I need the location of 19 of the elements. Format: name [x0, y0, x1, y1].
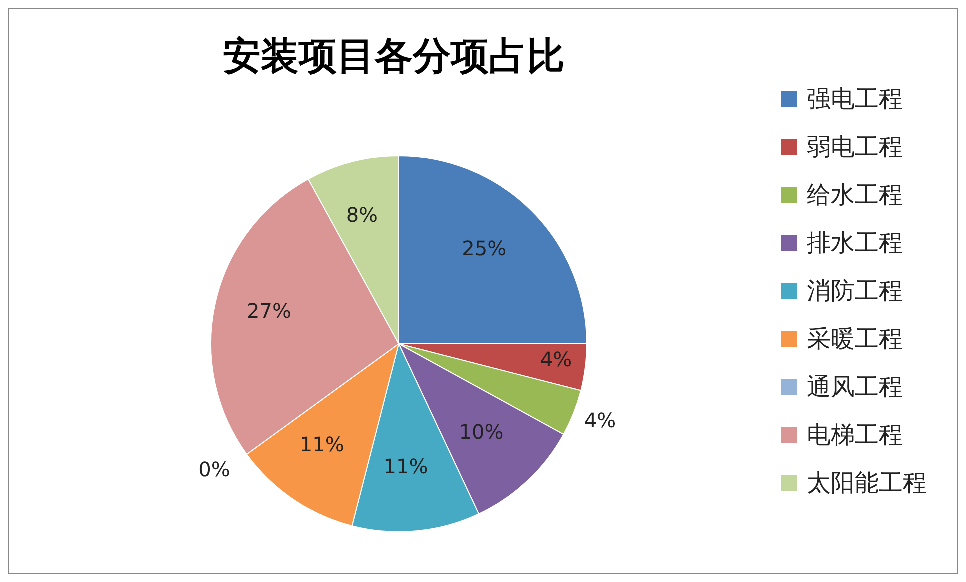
legend-label: 太阳能工程 [807, 468, 927, 499]
legend-label: 消防工程 [807, 276, 903, 307]
legend-label: 电梯工程 [807, 420, 903, 451]
data-label: 11% [300, 432, 344, 457]
data-label: 27% [247, 299, 292, 324]
legend-label: 强电工程 [807, 84, 903, 115]
data-label: 10% [459, 420, 504, 444]
data-label: 25% [462, 236, 507, 261]
data-label: 11% [384, 454, 428, 478]
data-label: 4% [540, 348, 572, 372]
legend-label: 采暖工程 [807, 324, 903, 355]
data-label: 4% [584, 408, 616, 433]
text: 0% [198, 457, 230, 482]
legend-label: 弱电工程 [807, 132, 903, 163]
legend-label: 通风工程 [807, 372, 903, 403]
legend-label: 排水工程 [807, 228, 903, 259]
legend-label: 给水工程 [807, 180, 903, 211]
data-label: 8% [346, 203, 378, 228]
chart-title: 安装项目各分项占比 [222, 32, 566, 80]
